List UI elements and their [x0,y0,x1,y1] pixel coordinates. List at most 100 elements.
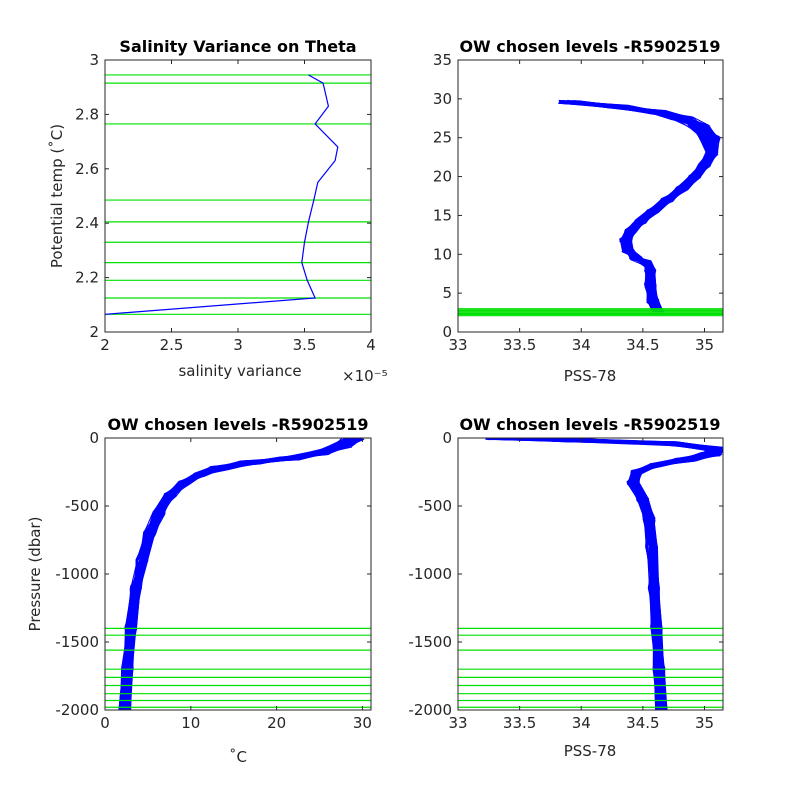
x-tick-label: 35 [695,336,714,354]
profile-line [562,100,712,311]
panel4-axes-box [457,437,724,711]
y-tick-label: 0 [442,429,452,447]
profile-line [496,438,723,710]
profile-line [530,438,723,710]
profile-line [575,101,714,311]
profile-line [120,438,356,709]
profile-line [568,103,710,311]
y-tick-label: 35 [433,51,452,69]
y-tick-label: -500 [418,497,452,515]
profile-line [123,438,355,710]
profile-line [511,438,719,710]
profile-line [560,100,713,312]
y-tick-label: -500 [65,497,99,515]
profile-line [121,438,360,710]
y-tick-label: -2000 [55,701,99,719]
profile-line [570,102,713,312]
profile-line [120,438,361,710]
panel-temperature-pressure: OW chosen levels -R5902519 0 10 20 30 -2000 -… [26,415,372,766]
x-tick-label: 35 [695,714,714,732]
profile-line [121,438,350,710]
profile-line [575,102,715,313]
profile-line [565,100,710,312]
profile-line [567,100,711,310]
profile-line [120,438,362,710]
panel4-xlabel: PSS-78 [564,742,617,760]
panel2-axes-box [457,59,724,333]
panel-salinity-pressure: OW chosen levels -R5902519 33 33.5 34 34.5 3… [408,415,724,760]
profile-line [503,438,721,710]
profile-line [570,100,717,313]
profile-line [120,438,357,709]
profile-line [127,438,350,710]
profile-line [490,438,723,710]
x-tick-label: 3 [233,336,243,354]
profile-line [565,100,719,313]
profile-line [499,438,723,710]
profile-line [566,101,718,312]
profile-line [574,101,710,312]
profile-line [490,438,719,710]
profile-line [493,438,723,710]
profile-line [495,438,714,710]
profile-line [126,438,354,710]
profile-line [568,102,712,311]
profile-line [487,438,719,709]
profile-line [497,438,716,709]
profile-line [124,438,363,709]
profile-line [518,438,723,710]
profile-line [123,438,362,710]
profile-line [574,102,710,313]
profile-line [507,438,721,710]
profile-line [488,438,719,709]
profile-line [129,438,346,710]
profile-line [123,438,359,710]
profile-line [571,102,718,311]
profile-line [120,438,361,710]
profile-line [123,438,343,710]
profile-line [514,438,723,709]
profile-line [558,102,720,311]
profile-line [487,438,723,710]
x-tick-label: 34 [572,336,591,354]
profile-line [503,438,722,709]
profile-line [567,102,716,312]
y-tick-label: 2.6 [75,160,99,178]
x-tick-label: 34.5 [626,336,659,354]
y-tick-label: -1000 [55,565,99,583]
profile-line [562,102,709,311]
profile-line [118,438,350,710]
panel1-ylabel: Potential temp (˚C) [48,124,66,268]
profile-line [568,101,718,311]
y-tick-label: 5 [442,284,452,302]
profile-line [119,438,364,710]
profile-line [126,438,351,710]
panel3-ylabel: Pressure (dbar) [26,517,44,632]
profile-line [126,438,348,710]
profile-line [502,438,723,710]
profile-line [564,100,718,312]
profile-line [577,101,713,311]
panel1-axes-box [104,59,372,333]
x-tick-label: 2.5 [160,336,184,354]
profile-line [121,438,363,710]
profile-line [125,439,356,710]
profile-line [577,102,712,313]
profile-line [124,438,353,710]
profile-line [125,438,359,710]
profile-line [562,100,714,311]
profile-line [563,100,717,313]
profile-line [124,438,345,709]
profile-line [124,438,350,710]
profile-line [498,438,718,710]
profile-line [569,102,710,313]
profile-line [493,438,723,709]
profile-line [573,102,709,313]
profile-line [528,438,722,710]
profile-line [506,438,716,710]
profile-line [494,438,718,710]
profile-line [503,438,721,709]
profile-line [124,438,347,710]
panel2-plot-area: 33 33.5 34 34.5 35 0 5 10 15 20 25 30 35 [433,51,723,354]
x-tick-label: 20 [267,714,286,732]
